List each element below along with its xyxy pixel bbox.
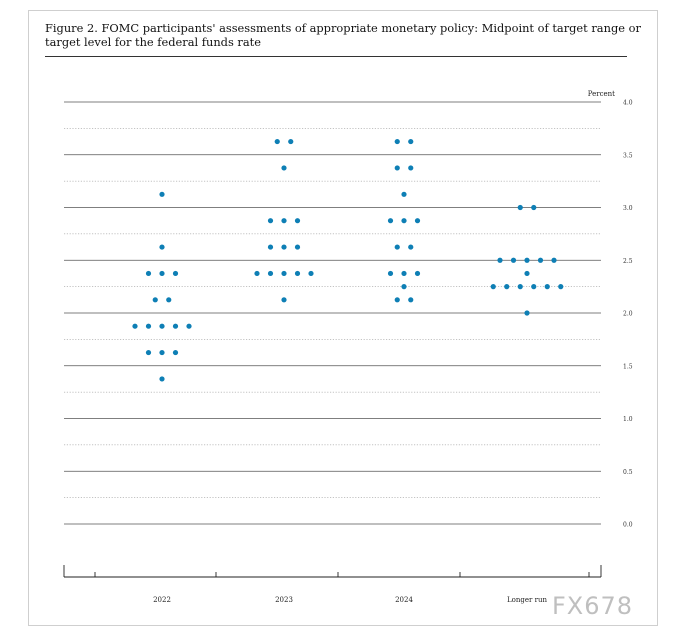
participant-dot: [281, 270, 287, 277]
participant-dot: [517, 284, 523, 290]
participant-dot: [401, 270, 407, 277]
participant-dot: [132, 323, 138, 329]
participant-dot: [537, 257, 544, 263]
participant-dot: [524, 270, 530, 277]
participant-dot: [408, 165, 414, 171]
participant-dot: [551, 257, 557, 263]
participant-dot: [254, 270, 260, 277]
y-tick-label: 0.0: [623, 522, 633, 529]
participant-dot: [159, 323, 165, 329]
participant-dot: [524, 310, 530, 316]
participant-dot: [510, 257, 517, 263]
participant-dot: [159, 191, 165, 197]
participant-dot: [524, 257, 530, 263]
y-tick-label: 4.0: [623, 100, 633, 107]
dot-plot-chart: 0.0 0.5 1.0 1.5 2.0 2.5 3.0 3.5 4.0 Percent 2022 20…: [63, 90, 633, 604]
participant-dot: [531, 284, 537, 290]
participant-dot: [267, 218, 274, 224]
participant-dot: [172, 323, 179, 329]
participant-dot: [394, 138, 400, 145]
participant-dot: [186, 323, 192, 329]
participant-dot: [401, 191, 407, 197]
y-tick-label: 1.0: [623, 416, 633, 423]
participant-dot: [517, 204, 523, 211]
participant-dot: [387, 270, 394, 277]
participant-dot: [166, 297, 172, 303]
participant-dot: [294, 218, 301, 224]
participant-dot: [294, 270, 301, 277]
figure-title: Figure 2. FOMC participants' assessments…: [45, 21, 641, 49]
participant-dot: [394, 244, 400, 250]
participant-dot: [401, 218, 407, 224]
participant-dot: [504, 284, 510, 290]
participant-dot: [159, 349, 165, 356]
participant-dot: [308, 270, 314, 277]
participant-dot: [408, 297, 414, 303]
y-tick-label: 2.5: [623, 258, 633, 265]
participant-dot: [408, 138, 414, 145]
participant-dot: [281, 297, 287, 303]
figure-frame: Figure 2. FOMC participants' assessments…: [28, 10, 658, 626]
participant-dot: [172, 349, 179, 356]
participant-dot: [288, 138, 294, 145]
participant-dot: [274, 138, 280, 145]
participant-dot: [281, 218, 287, 224]
y-tick-label: 3.0: [623, 205, 633, 212]
participant-dot: [152, 297, 158, 303]
x-category-label: 2024: [395, 596, 413, 604]
participant-dot: [159, 376, 165, 382]
participant-dot: [401, 284, 407, 290]
participant-dot: [544, 284, 550, 290]
y-tick-label: 1.5: [623, 363, 633, 370]
participant-dot: [558, 284, 564, 290]
title-rule: [45, 56, 627, 57]
participant-dot: [294, 244, 301, 250]
watermark-logo: FX678: [552, 592, 634, 620]
participant-dot: [414, 270, 421, 277]
participant-dot: [394, 297, 400, 303]
x-category-label: 2022: [153, 596, 171, 604]
y-tick-label: 0.5: [623, 469, 633, 476]
participant-dot: [172, 270, 179, 277]
y-axis-label: Percent: [588, 90, 615, 98]
participant-dot: [145, 323, 152, 329]
x-category-label: 2023: [275, 596, 293, 604]
participant-dot: [414, 218, 421, 224]
participant-dot: [490, 284, 496, 290]
participant-dot: [408, 244, 414, 250]
participant-dot: [394, 165, 400, 171]
participant-dot: [159, 244, 165, 250]
participant-dot: [531, 204, 537, 211]
x-category-label: Longer run: [507, 596, 547, 604]
participant-dot: [497, 257, 503, 263]
participant-dot: [267, 270, 274, 277]
participant-dot: [145, 349, 152, 356]
y-tick-label: 3.5: [623, 152, 633, 159]
participant-dot: [145, 270, 152, 277]
participant-dot: [159, 270, 165, 277]
participant-dot: [281, 244, 287, 250]
participant-dot: [267, 244, 274, 250]
participant-dot: [281, 165, 287, 171]
y-tick-label: 2.0: [623, 311, 633, 318]
participant-dot: [387, 218, 394, 224]
